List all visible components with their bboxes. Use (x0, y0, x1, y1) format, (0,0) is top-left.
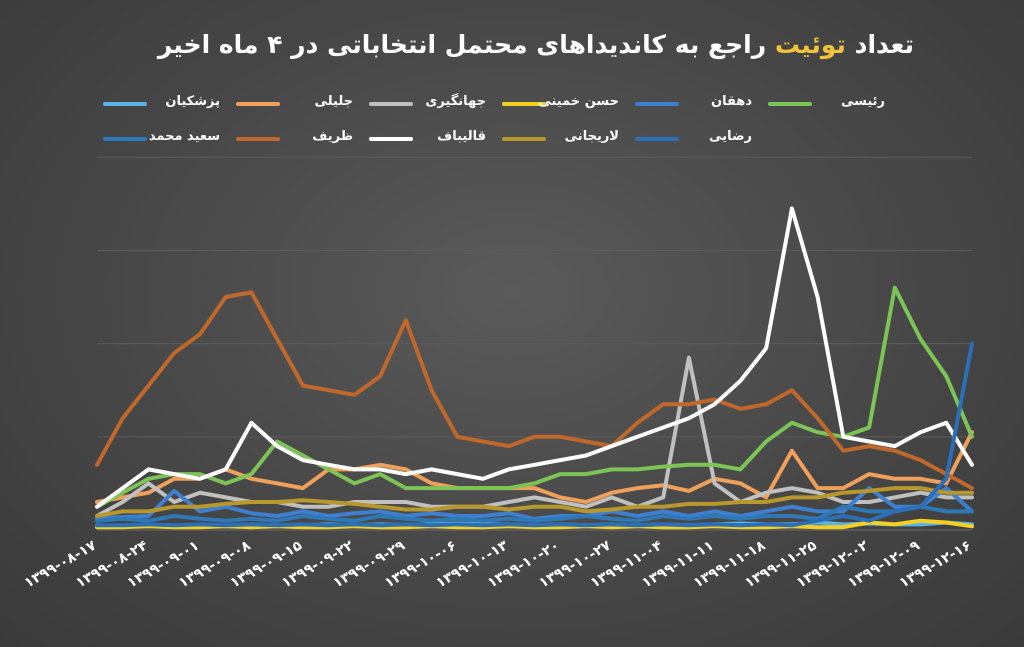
legend-swatch (635, 137, 679, 141)
series-line-5 (95, 285, 974, 509)
chart-legend: پزشکیان جلیلی جهانگیری حسن خمینی دهقان رئیسی س… (95, 92, 895, 152)
legend-swatch (502, 137, 546, 141)
chart-title: تعداد توئیت راجع به کاندیداهای محتمل انت… (158, 30, 914, 59)
series-line-10 (95, 341, 974, 528)
legend-label: لاریجانی (564, 129, 619, 144)
title-highlight: توئیت (774, 30, 846, 59)
legend-swatch (103, 137, 147, 141)
legend-item: جهانگیری (361, 92, 486, 116)
series-line-9 (95, 486, 974, 518)
legend-item: لاریجانی (494, 127, 619, 151)
legend-item: ظریف (228, 127, 353, 151)
legend-swatch (103, 102, 147, 106)
legend-swatch (236, 102, 280, 106)
legend-item: رضایی (627, 127, 752, 151)
legend-label: حسن خمینی (538, 94, 619, 109)
title-part1: تعداد (854, 30, 914, 59)
legend-label: دهقان (710, 94, 752, 109)
legend-item: پزشکیان (95, 92, 220, 116)
series-line-8 (95, 206, 974, 509)
legend-swatch (502, 102, 546, 106)
legend-swatch (236, 137, 280, 141)
legend-label: جهانگیری (425, 94, 486, 109)
legend-swatch (768, 102, 812, 106)
legend-label: پزشکیان (165, 94, 220, 109)
legend-item: جلیلی (228, 92, 353, 116)
legend-label: رضایی (709, 129, 752, 144)
legend-swatch (369, 102, 413, 106)
legend-item: رئیسی (760, 92, 885, 116)
legend-swatch (369, 137, 413, 141)
series-line-6 (95, 504, 974, 523)
legend-item: سعید محمد (95, 127, 220, 151)
legend-label: ظریف (312, 129, 353, 144)
legend-item: قالیباف (361, 127, 486, 151)
title-part2: راجع به کاندیداهای محتمل انتخاباتی در ۴ … (157, 30, 767, 59)
legend-label: قالیباف (437, 129, 486, 144)
legend-item: حسن خمینی (494, 92, 619, 116)
legend-swatch (635, 102, 679, 106)
legend-label: جلیلی (314, 94, 353, 109)
legend-item: دهقان (627, 92, 752, 116)
legend-label: سعید محمد (148, 129, 220, 144)
legend-label: رئیسی (840, 94, 885, 109)
series-line-7 (95, 290, 974, 491)
